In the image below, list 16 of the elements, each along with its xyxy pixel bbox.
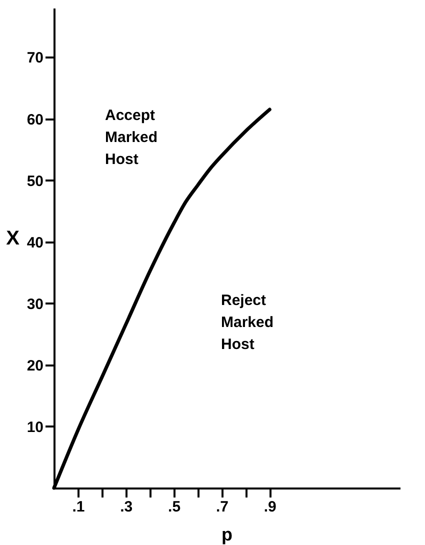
x-tick-label: .3 (120, 498, 133, 516)
y-tick-label: 70 (26, 50, 44, 67)
x-axis-title: p (222, 524, 232, 544)
annotation: Accept Marked Host (105, 107, 158, 168)
x-tick-label: .5 (168, 498, 181, 516)
y-tick-label: 30 (26, 296, 44, 313)
y-axis-title: X (6, 228, 20, 250)
x-tick-label: .7 (216, 498, 228, 516)
annotation: Reject Marked Host (221, 292, 274, 353)
y-tick-label: 50 (26, 172, 44, 190)
x-tick-label: .9 (264, 498, 276, 516)
y-tick-label: 10 (26, 418, 44, 436)
y-tick-label: 60 (26, 111, 44, 128)
y-tick-label: 20 (26, 357, 44, 374)
x-tick-label: .1 (72, 498, 85, 516)
y-tick-label: 40 (26, 234, 44, 252)
